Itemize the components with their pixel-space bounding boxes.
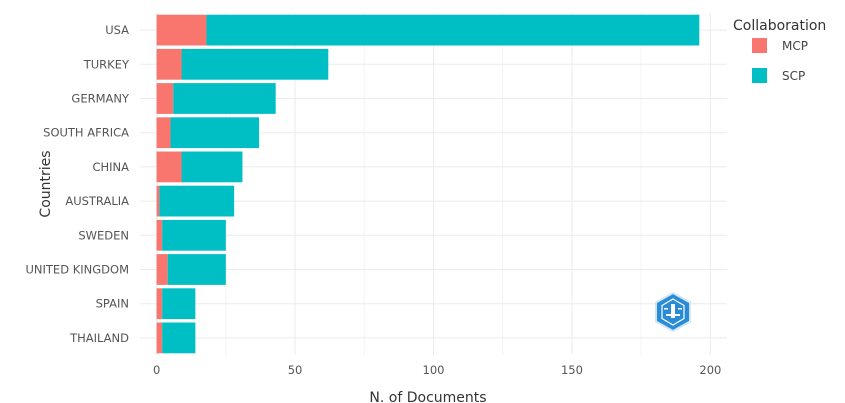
- bar-mcp-china: [156, 151, 182, 183]
- x-tick-labels: 0 50 100 150 200: [153, 363, 721, 377]
- y-tick-label: CHINA: [92, 160, 129, 174]
- y-tick-label: GERMANY: [71, 92, 130, 106]
- bar-scp-thailand: [162, 322, 196, 354]
- y-tick-label: TURKEY: [83, 57, 130, 71]
- x-axis-title: N. of Documents: [369, 390, 486, 403]
- legend-label-mcp: MCP: [782, 39, 808, 53]
- x-tick-label: 200: [699, 363, 721, 377]
- legend-swatch-mcp: [752, 38, 767, 53]
- bar-scp-germany: [173, 83, 276, 114]
- bar-mcp-south-africa: [156, 117, 171, 149]
- y-tick-label: SWEDEN: [78, 228, 129, 242]
- y-tick-label: USA: [105, 23, 129, 37]
- bar-scp-usa: [206, 14, 700, 46]
- bar-mcp-spain: [156, 288, 163, 320]
- x-tick-label: 150: [561, 363, 583, 377]
- bar-mcp-sweden: [156, 219, 163, 251]
- bar-scp-south-africa: [170, 117, 260, 149]
- bar-mcp-united-kingdom: [156, 254, 168, 285]
- bar-scp-sweden: [162, 219, 226, 251]
- bar-mcp-turkey: [156, 48, 182, 80]
- y-tick-label: THAILAND: [69, 331, 129, 345]
- bar-mcp-thailand: [156, 322, 163, 354]
- legend-swatch-scp: [752, 68, 767, 83]
- bar-mcp-australia: [156, 185, 160, 217]
- bar-mcp-germany: [156, 83, 174, 114]
- bar-scp-australia: [159, 185, 235, 217]
- y-tick-labels: USA TURKEY GERMANY SOUTH AFRICA CHINA AUSTRAL…: [26, 23, 130, 345]
- y-tick-label: UNITED KINGDOM: [26, 263, 130, 277]
- x-tick-label: 100: [423, 363, 445, 377]
- legend-title: Collaboration: [733, 18, 826, 34]
- y-tick-label: SPAIN: [96, 297, 129, 311]
- bibliometrix-logo: [655, 291, 691, 333]
- bar-scp-turkey: [181, 48, 329, 80]
- bar-scp-spain: [162, 288, 196, 320]
- y-tick-label: AUSTRALIA: [65, 194, 129, 208]
- bar-scp-china: [181, 151, 243, 183]
- x-tick-label: 0: [153, 363, 160, 377]
- bar-mcp-usa: [156, 14, 207, 46]
- x-tick-label: 50: [288, 363, 303, 377]
- y-tick-label: SOUTH AFRICA: [43, 126, 129, 140]
- y-axis-title: Countries: [38, 150, 54, 217]
- bars-group: [156, 14, 700, 354]
- bar-scp-united-kingdom: [167, 254, 226, 285]
- legend: Collaboration MCP SCP: [733, 18, 826, 83]
- legend-label-scp: SCP: [782, 69, 805, 83]
